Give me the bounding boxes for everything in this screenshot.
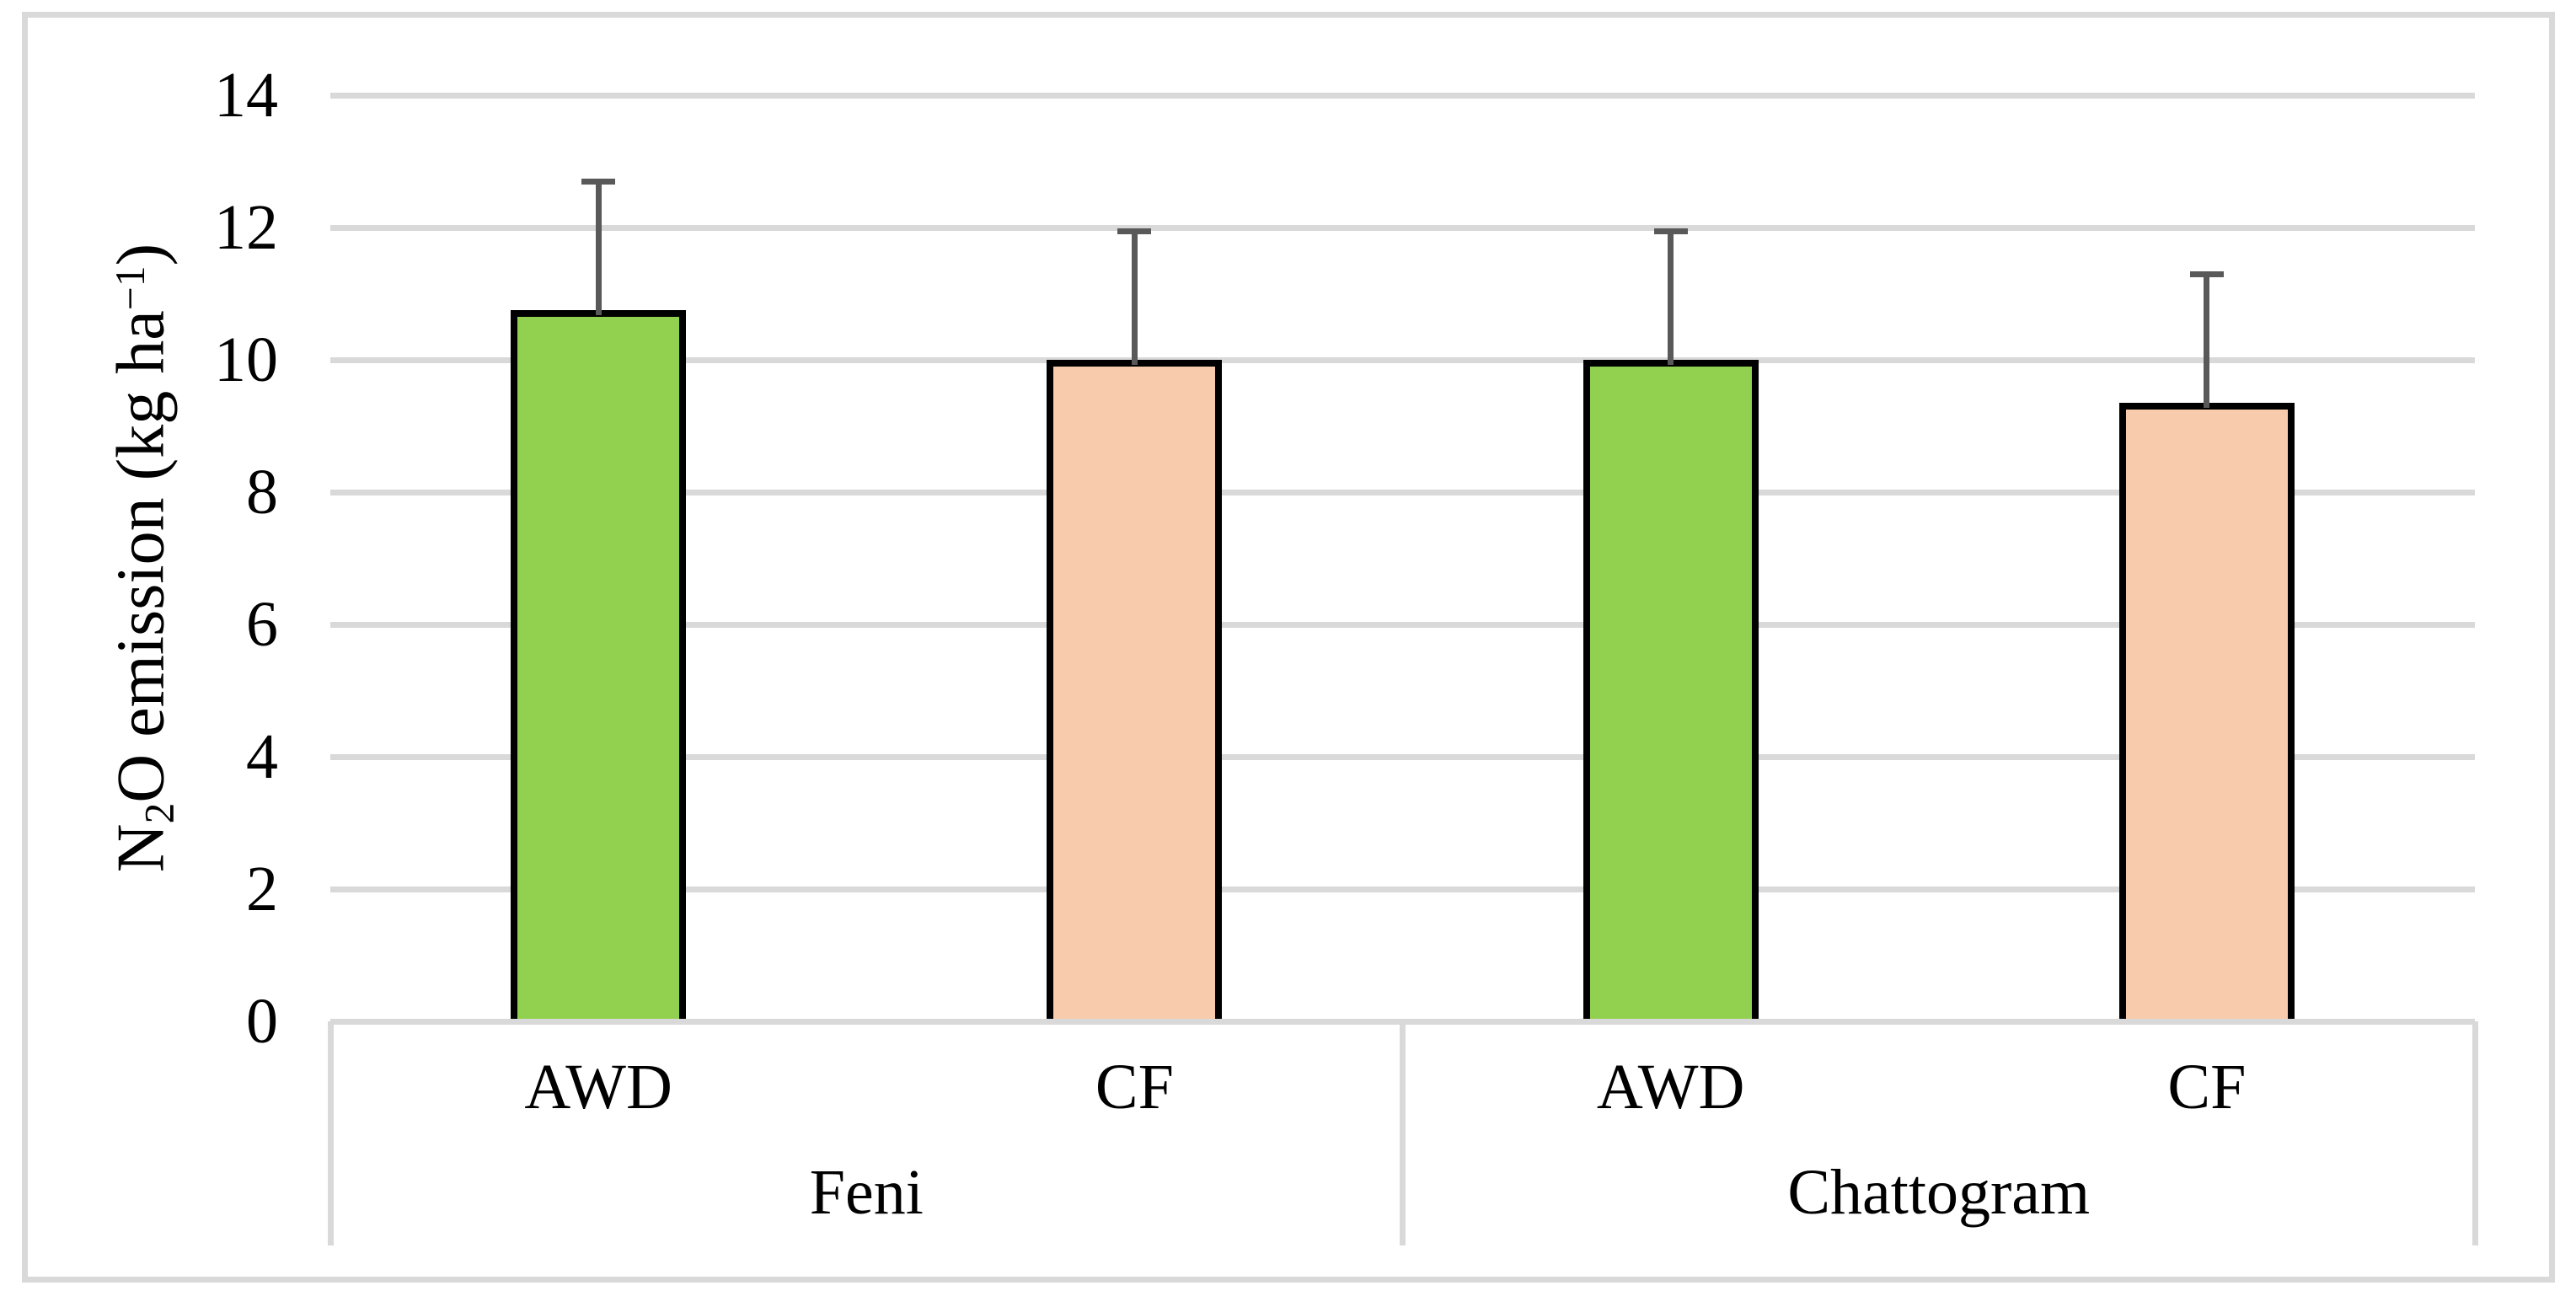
error-bar-line	[595, 184, 602, 316]
treatment-label: AWD	[524, 1052, 672, 1122]
error-bar-line	[1131, 233, 1138, 365]
y-axis-title-part: −1	[106, 265, 153, 311]
treatment-label: CF	[1095, 1052, 1174, 1122]
location-label: Feni	[809, 1157, 924, 1228]
gridline	[330, 356, 2475, 363]
gridline	[330, 489, 2475, 495]
category-axis: AWD CF AWD CF Feni Chattogram	[330, 1021, 2475, 1245]
x-axis-line	[330, 1018, 2475, 1025]
error-bar-cap	[1653, 228, 1688, 234]
category-row-treatments: AWD CF AWD CF	[330, 1035, 2475, 1140]
bar-awd-feni	[511, 310, 687, 1023]
gridline	[330, 224, 2475, 231]
y-axis-tick-label: 4	[246, 721, 278, 792]
category-axis-divider	[2472, 1021, 2478, 1245]
error-bar-cap	[1117, 228, 1152, 234]
gridline	[330, 886, 2475, 892]
y-axis-title-part: 2	[136, 802, 183, 824]
category-row-locations: Feni Chattogram	[330, 1140, 2475, 1245]
y-axis-tick-label: 0	[246, 986, 278, 1057]
location-label: Chattogram	[1787, 1157, 2091, 1228]
error-bar-line	[1668, 233, 1674, 365]
gridline	[330, 621, 2475, 628]
y-axis-tick-label: 10	[214, 324, 278, 395]
y-axis-tick-label: 8	[246, 457, 278, 528]
gridline	[330, 92, 2475, 99]
error-bar-cap	[581, 179, 616, 185]
y-axis-tick-label: 12	[214, 192, 278, 263]
category-axis-divider	[1400, 1021, 1406, 1245]
y-axis-tick-label: 6	[246, 589, 278, 660]
error-bar-cap	[2189, 271, 2224, 277]
category-axis-divider	[327, 1021, 334, 1245]
y-axis-tick-label: 2	[246, 854, 278, 924]
bar-awd-chattogram	[1583, 360, 1759, 1023]
gridline	[330, 753, 2475, 760]
treatment-label: CF	[2167, 1052, 2247, 1122]
y-axis-tick-label: 14	[214, 60, 278, 131]
bar-cf-feni	[1047, 360, 1223, 1023]
error-bar-line	[2204, 276, 2210, 408]
treatment-label: AWD	[1596, 1052, 1745, 1122]
bar-cf-chattogram	[2118, 403, 2295, 1023]
